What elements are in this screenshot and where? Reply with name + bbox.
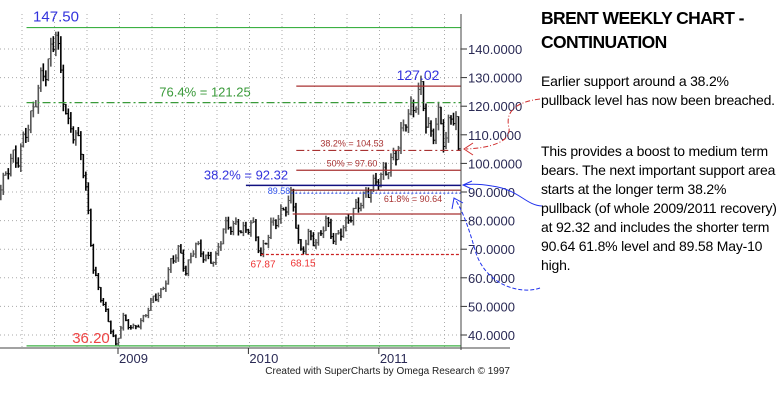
y-tick-label: 100.0000 <box>468 156 522 171</box>
brent-weekly-chart: 147.50 76.4% = 121.25 127.02 38.2% = 104.53… <box>0 9 522 377</box>
level-label: 89.58 <box>268 186 291 196</box>
y-tick-label: 130.0000 <box>468 71 522 86</box>
level-label: 147.50 <box>33 9 79 26</box>
x-tick-label: 2010 <box>249 351 278 366</box>
level-label: 36.20 <box>72 330 110 347</box>
commentary-title: BRENT WEEKLY CHART - CONTINUATION <box>541 8 744 52</box>
level-label: 50% = 97.60 <box>327 158 378 168</box>
level-label: 127.02 <box>397 67 440 83</box>
y-tick-label: 80.0000 <box>468 214 515 229</box>
level-label: 68.15 <box>290 258 315 269</box>
commentary-paragraph-2: This provides a boost to medium term bea… <box>541 143 777 273</box>
commentary-paragraph-1: Earlier support around a 38.2% pullback … <box>541 73 775 108</box>
y-tick-label: 110.0000 <box>468 128 521 143</box>
level-label: 76.4% = 121.25 <box>159 85 250 100</box>
y-tick-label: 50.0000 <box>468 299 515 314</box>
level-label: 61.8% = 90.64 <box>384 194 442 204</box>
chart-credit: Created with SuperCharts by Omega Resear… <box>265 366 510 377</box>
price-bars <box>0 31 461 346</box>
y-tick-label: 90.0000 <box>468 185 515 200</box>
level-label: 38.2% = 92.32 <box>204 167 288 182</box>
swing-low-label: 67.87 <box>250 259 275 270</box>
y-tick-label: 120.0000 <box>468 99 522 114</box>
level-label: 38.2% = 104.53 <box>320 138 383 148</box>
x-tick-label: 2009 <box>119 351 148 366</box>
commentary-panel: BRENT WEEKLY CHART - CONTINUATION Earlie… <box>541 6 777 273</box>
y-tick-label: 60.0000 <box>468 271 515 286</box>
y-tick-label: 40.0000 <box>468 328 515 343</box>
x-tick-label: 2011 <box>380 351 408 366</box>
y-tick-label: 70.0000 <box>468 242 515 257</box>
fibonacci-levels: 147.50 76.4% = 121.25 127.02 38.2% = 104.53… <box>26 9 461 347</box>
y-tick-label: 140.0000 <box>468 42 522 57</box>
